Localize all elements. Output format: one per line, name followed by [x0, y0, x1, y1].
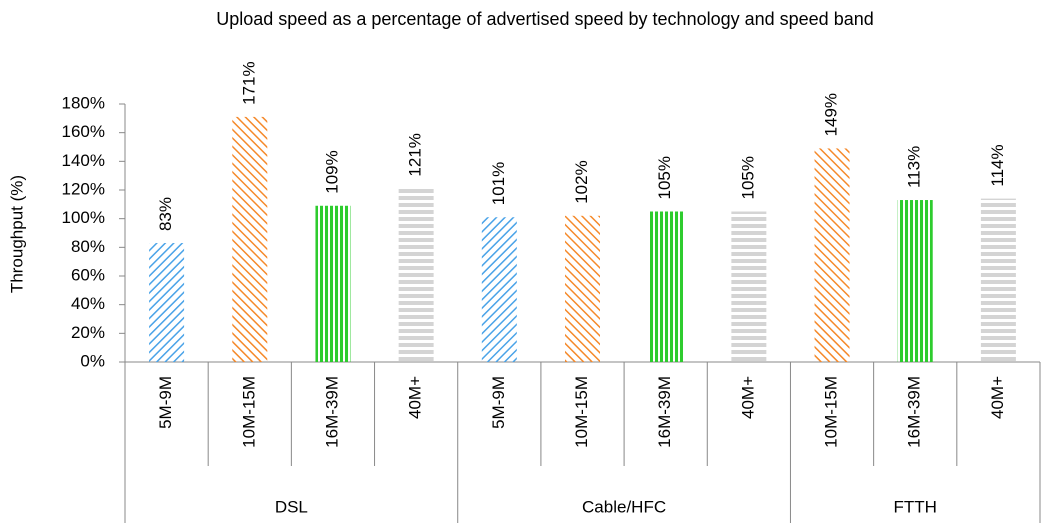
- y-tick-label: 80%: [71, 237, 105, 256]
- bar: [149, 243, 185, 362]
- value-label: 121%: [406, 133, 425, 176]
- bar: [481, 217, 517, 362]
- group-label: DSL: [275, 497, 308, 516]
- y-tick-label: 180%: [62, 93, 105, 112]
- x-tick-label: 40M+: [738, 376, 757, 419]
- y-tick-label: 120%: [62, 179, 105, 198]
- bar: [980, 198, 1016, 362]
- chart-title: Upload speed as a percentage of advertis…: [216, 9, 873, 29]
- x-tick-label: 10M-15M: [572, 376, 591, 448]
- group-label: Cable/HFC: [582, 497, 666, 516]
- value-label: 105%: [655, 156, 674, 199]
- y-tick-label: 160%: [62, 122, 105, 141]
- value-label: 101%: [489, 162, 508, 205]
- value-label: 171%: [239, 61, 258, 104]
- y-tick-label: 20%: [71, 323, 105, 342]
- bar: [398, 188, 434, 362]
- value-label: 114%: [988, 144, 1007, 186]
- x-tick-label: 16M-39M: [655, 376, 674, 448]
- group-label: FTTH: [894, 497, 937, 516]
- bar: [814, 148, 850, 362]
- y-tick-label: 40%: [71, 294, 105, 313]
- x-tick-label: 40M+: [988, 376, 1007, 419]
- value-label: 109%: [322, 150, 341, 193]
- value-label: 83%: [156, 197, 175, 231]
- y-tick-label: 100%: [62, 208, 105, 227]
- x-tick-label: 10M-15M: [239, 376, 258, 448]
- value-label: 105%: [738, 156, 757, 199]
- bar: [731, 211, 767, 362]
- bar: [232, 116, 268, 363]
- x-tick-label: 40M+: [406, 376, 425, 419]
- y-tick-label: 0%: [80, 351, 105, 370]
- x-tick-label: 5M-9M: [489, 376, 508, 429]
- y-axis-label: Throughput (%): [7, 175, 26, 293]
- x-tick-label: 5M-9M: [156, 376, 175, 429]
- value-label: 113%: [905, 146, 924, 188]
- bar: [565, 215, 600, 362]
- value-label: 102%: [572, 160, 591, 203]
- y-tick-label: 60%: [71, 265, 105, 284]
- x-tick-label: 16M-39M: [322, 376, 341, 448]
- value-label: 149%: [822, 93, 841, 136]
- y-tick-label: 140%: [62, 151, 105, 170]
- x-tick-label: 10M-15M: [822, 376, 841, 448]
- bar: [648, 211, 684, 362]
- bar: [897, 200, 933, 362]
- x-tick-label: 16M-39M: [905, 376, 924, 448]
- bar: [315, 205, 351, 362]
